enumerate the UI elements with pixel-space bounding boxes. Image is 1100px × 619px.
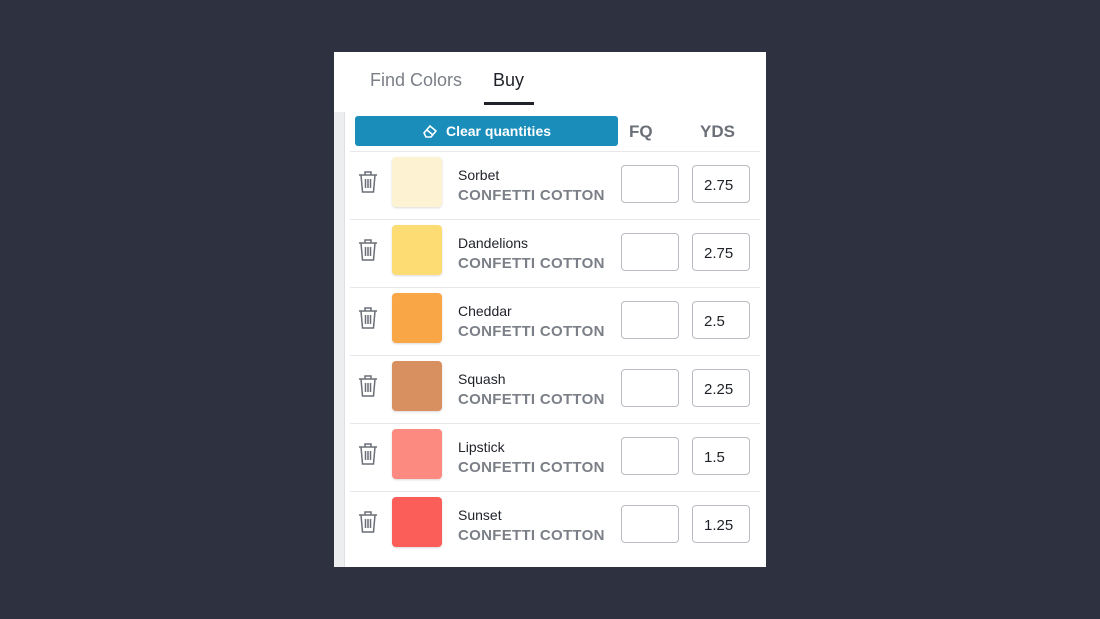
color-name: Squash: [458, 371, 506, 387]
fabric-row: Sunset CONFETTI COTTON 1.25: [350, 491, 760, 560]
color-name: Cheddar: [458, 303, 512, 319]
color-name: Lipstick: [458, 439, 505, 455]
fq-input[interactable]: [621, 233, 679, 271]
fq-input[interactable]: [621, 165, 679, 203]
trash-icon: [359, 375, 377, 397]
fabric-row: Lipstick CONFETTI COTTON 1.5: [350, 423, 760, 492]
color-name: Sorbet: [458, 167, 500, 183]
fabric-line: CONFETTI COTTON: [458, 323, 605, 340]
yds-input[interactable]: 2.75: [692, 233, 750, 271]
panel: Find Colors Buy Clear quantities FQ YDS …: [334, 52, 766, 567]
fq-input[interactable]: [621, 437, 679, 475]
trash-icon: [359, 171, 377, 193]
color-swatch: [392, 429, 442, 479]
color-swatch: [392, 497, 442, 547]
color-swatch: [392, 225, 442, 275]
fabric-line: CONFETTI COTTON: [458, 527, 605, 544]
trash-icon: [359, 511, 377, 533]
fabric-row: Squash CONFETTI COTTON 2.25: [350, 355, 760, 424]
fabric-row: Cheddar CONFETTI COTTON 2.5: [350, 287, 760, 356]
fq-input[interactable]: [621, 369, 679, 407]
tab[interactable]: Find Colors: [370, 70, 463, 90]
clear-label: Clear quantities: [445, 123, 552, 139]
color-swatch: [392, 157, 442, 207]
delete-button[interactable]: [358, 306, 378, 335]
yds-input[interactable]: 2.75: [692, 165, 750, 203]
color-swatch: [392, 361, 442, 411]
fabric-row: Sorbet CONFETTI COTTON 2.75: [350, 151, 760, 220]
fq-input[interactable]: [621, 505, 679, 543]
yds-input[interactable]: 2.5: [692, 301, 750, 339]
column-header: YDS: [700, 122, 735, 141]
trash-icon: [359, 443, 377, 465]
yds-input[interactable]: 1.25: [692, 505, 750, 543]
fq-input[interactable]: [621, 301, 679, 339]
delete-button[interactable]: [358, 510, 378, 539]
trash-icon: [359, 239, 377, 261]
yds-input[interactable]: 1.5: [692, 437, 750, 475]
fabric-line: CONFETTI COTTON: [458, 459, 605, 476]
column-header: FQ: [629, 122, 653, 141]
color-swatch: [392, 293, 442, 343]
fabric-line: CONFETTI COTTON: [458, 187, 605, 204]
tab-underline: [484, 102, 534, 105]
color-name: Dandelions: [458, 235, 529, 251]
color-name: Sunset: [458, 507, 502, 523]
eraser-icon: [423, 124, 438, 138]
trash-icon: [359, 307, 377, 329]
clear-button[interactable]: Clear quantities: [355, 116, 618, 146]
fabric-line: CONFETTI COTTON: [458, 255, 605, 272]
fabric-line: CONFETTI COTTON: [458, 391, 605, 408]
delete-button[interactable]: [358, 238, 378, 267]
yds-input[interactable]: 2.25: [692, 369, 750, 407]
delete-button[interactable]: [358, 442, 378, 471]
delete-button[interactable]: [358, 170, 378, 199]
delete-button[interactable]: [358, 374, 378, 403]
scrollbar: [334, 112, 345, 567]
fabric-row: Dandelions CONFETTI COTTON 2.75: [350, 219, 760, 288]
tab[interactable]: Buy: [493, 70, 525, 90]
